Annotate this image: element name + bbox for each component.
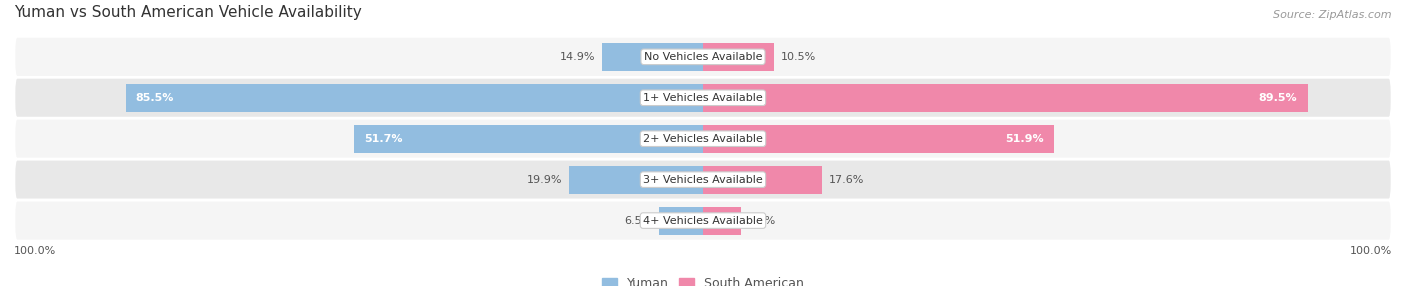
- Text: 14.9%: 14.9%: [560, 52, 596, 62]
- Text: 2+ Vehicles Available: 2+ Vehicles Available: [643, 134, 763, 144]
- Text: Source: ZipAtlas.com: Source: ZipAtlas.com: [1274, 10, 1392, 20]
- Bar: [354, 125, 703, 153]
- Text: 51.7%: 51.7%: [364, 134, 402, 144]
- Bar: [602, 43, 703, 71]
- Bar: [568, 166, 703, 194]
- Text: 89.5%: 89.5%: [1258, 93, 1298, 103]
- FancyBboxPatch shape: [14, 200, 1392, 241]
- Bar: [125, 84, 703, 112]
- FancyBboxPatch shape: [14, 118, 1392, 159]
- Text: Yuman vs South American Vehicle Availability: Yuman vs South American Vehicle Availabi…: [14, 5, 361, 20]
- Text: 1+ Vehicles Available: 1+ Vehicles Available: [643, 93, 763, 103]
- Text: 100.0%: 100.0%: [14, 246, 56, 256]
- Text: 85.5%: 85.5%: [135, 93, 174, 103]
- FancyBboxPatch shape: [14, 159, 1392, 200]
- Text: 51.9%: 51.9%: [1005, 134, 1043, 144]
- Bar: [703, 125, 1053, 153]
- Text: 100.0%: 100.0%: [1350, 246, 1392, 256]
- Text: 6.5%: 6.5%: [624, 216, 652, 226]
- FancyBboxPatch shape: [14, 77, 1392, 118]
- Text: 17.6%: 17.6%: [828, 175, 865, 185]
- Bar: [703, 84, 1308, 112]
- Text: 4+ Vehicles Available: 4+ Vehicles Available: [643, 216, 763, 226]
- FancyBboxPatch shape: [14, 36, 1392, 77]
- Bar: [703, 207, 741, 235]
- Text: 5.6%: 5.6%: [748, 216, 776, 226]
- Bar: [703, 43, 773, 71]
- Text: 3+ Vehicles Available: 3+ Vehicles Available: [643, 175, 763, 185]
- Text: No Vehicles Available: No Vehicles Available: [644, 52, 762, 62]
- Legend: Yuman, South American: Yuman, South American: [598, 272, 808, 286]
- Bar: [703, 166, 823, 194]
- Text: 10.5%: 10.5%: [780, 52, 815, 62]
- Bar: [659, 207, 703, 235]
- Text: 19.9%: 19.9%: [526, 175, 562, 185]
